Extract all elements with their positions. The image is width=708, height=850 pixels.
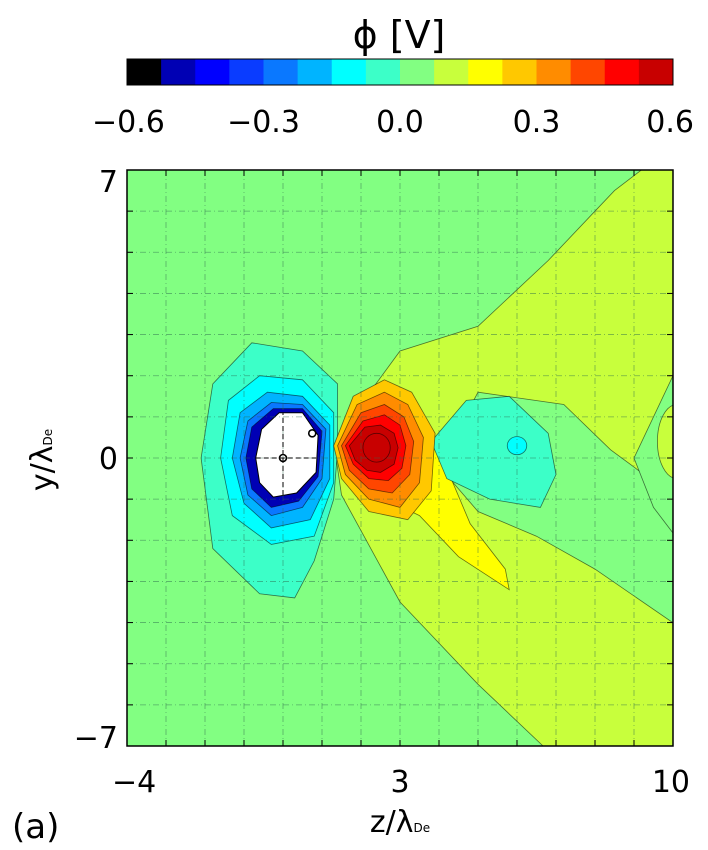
colorbar-tick-label: 0.0 — [376, 105, 424, 140]
colorbar-swatch — [502, 59, 537, 85]
potential-well-core — [255, 412, 319, 498]
colorbar-tick-label: 0.6 — [646, 105, 694, 140]
x-tick-label: −4 — [112, 765, 156, 800]
y-tick-label: 7 — [99, 165, 118, 200]
x-axis-label: z/λDe — [370, 805, 430, 840]
colorbar-swatch — [297, 59, 333, 85]
markers — [255, 412, 317, 496]
colorbar-swatch — [570, 59, 606, 85]
axis-ticks: −4 3 10 7 0 −7 — [74, 165, 690, 800]
colorbar-swatch — [331, 59, 367, 85]
colorbar-swatch — [638, 59, 674, 85]
minimum-marker — [307, 429, 317, 438]
y-tick-label: −7 — [74, 721, 118, 756]
minimum-marker — [278, 453, 288, 463]
y-axis-label: y/λDe — [25, 429, 60, 491]
colorbar-swatch — [400, 59, 435, 85]
potential-field — [127, 170, 673, 746]
contour-level — [657, 404, 673, 479]
colorbar-tick-label: 0.3 — [513, 105, 561, 140]
grid — [127, 170, 673, 746]
colorbar-swatch — [263, 59, 299, 85]
x-tick-label: 10 — [652, 765, 690, 800]
colorbar — [126, 58, 674, 86]
colorbar-swatch — [434, 59, 469, 85]
colorbar-swatch — [195, 59, 230, 85]
contour-level — [362, 432, 391, 463]
panel-label: (a) — [12, 807, 59, 847]
colorbar-swatch — [229, 59, 264, 85]
colorbar-ticks: −0.6 −0.3 0.0 0.3 0.6 — [92, 105, 694, 140]
colorbar-swatch — [127, 59, 162, 85]
colorbar-frame — [126, 58, 674, 86]
y-tick-label: 0 — [99, 442, 118, 477]
colorbar-swatch — [468, 59, 503, 85]
x-tick-label: 3 — [390, 765, 409, 800]
colorbar-swatch — [365, 59, 401, 85]
colorbar-swatch — [604, 59, 640, 85]
colorbar-tick-label: −0.6 — [92, 105, 165, 140]
colorbar-tick-label: −0.3 — [227, 105, 300, 140]
colorbar-title: ϕ [V] — [353, 13, 446, 57]
colorbar-swatch — [161, 59, 196, 85]
colorbar-swatch — [536, 59, 572, 85]
